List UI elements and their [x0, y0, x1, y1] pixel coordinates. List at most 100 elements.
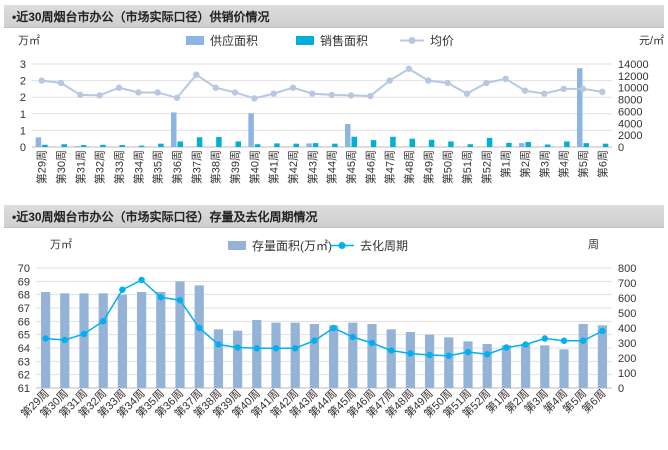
stock-bar [520, 344, 531, 388]
supply-bar [306, 143, 312, 147]
x-tick-label: 第40周 [247, 150, 261, 184]
cycle-point [42, 335, 49, 342]
y-tick-label: 69 [18, 276, 30, 288]
stock-bar [559, 349, 569, 388]
legend-label-supply: 供应面积 [210, 33, 258, 48]
y2-tick-label: 600 [618, 293, 636, 305]
price-point [173, 94, 181, 101]
sales-bar [486, 137, 493, 147]
sales-bar [409, 138, 415, 147]
y2-tick-label: 200 [618, 353, 636, 365]
sales-bar [100, 144, 106, 147]
x-tick-label: 第36周 [170, 150, 184, 184]
price-point [96, 92, 103, 99]
y2-tick-label: 14000 [618, 59, 649, 71]
price-point [57, 79, 65, 87]
stock-bar [348, 322, 358, 388]
y-tick-label: 67 [18, 303, 30, 315]
stock-cycle-chart: 6162636465666768697001002003004005006007… [18, 238, 637, 420]
x-tick-label: 第5周 [576, 150, 590, 178]
y-axis-unit: 万㎡ [50, 238, 72, 251]
cycle-point [599, 327, 606, 335]
price-point [444, 79, 451, 87]
supply-bar [577, 68, 583, 147]
price-point [560, 85, 567, 93]
price-point [38, 77, 45, 84]
cycle-point [272, 345, 280, 352]
sales-bar [61, 144, 67, 147]
supply-bar [74, 146, 80, 147]
sales-bar [80, 145, 87, 147]
sales-bar [583, 143, 589, 147]
stock-bar [386, 329, 396, 388]
x-tick-label: 第48周 [402, 150, 416, 184]
sales-bar [177, 141, 183, 147]
stock-bar [213, 329, 224, 388]
sales-bar [544, 144, 551, 147]
cycle-point [560, 337, 568, 344]
chart2-title: •近30周烟台市办公（市场实际口径）存量及去化周期情况 [12, 210, 318, 224]
cycle-point [426, 351, 433, 359]
sales-bar [351, 136, 357, 147]
supply-bar [35, 137, 42, 147]
x-tick-label: 第46周 [363, 150, 377, 184]
y-tick-label: 68 [18, 290, 30, 302]
stock-bar [156, 292, 166, 388]
y2-tick-label: 400 [618, 323, 636, 335]
legend-label-price: 均价 [430, 34, 454, 48]
x-tick-label: 第38周 [209, 150, 223, 184]
legend-label-cycle: 去化周期 [360, 239, 408, 253]
supply-bar [345, 124, 351, 147]
price-point [386, 77, 393, 84]
stock-bar [444, 337, 454, 388]
supply-bar [171, 112, 177, 147]
cycle-point [445, 352, 452, 359]
cycle-point [311, 337, 318, 344]
sales-bar [196, 137, 203, 147]
legend-label-sales: 销售面积 [320, 33, 368, 48]
x-tick-label: 第49周 [421, 150, 435, 184]
price-point [212, 84, 219, 91]
stock-bar [232, 330, 243, 388]
x-tick-label: 第30周 [54, 150, 68, 184]
chart1-title-bar: •近30周烟台市办公（市场实际口径）供销价情况 [4, 5, 664, 28]
sales-bar [448, 141, 454, 147]
y2-tick-label: 700 [618, 278, 636, 290]
y2-tick-label: 100 [618, 368, 636, 380]
legend-swatch-supply [186, 36, 204, 45]
sales-bar [42, 144, 48, 147]
price-point [425, 77, 432, 84]
y-tick-label: 2 [20, 76, 26, 88]
y2-axis-unit: 元/㎡ [639, 34, 664, 47]
price-point [231, 89, 239, 96]
cycle-point [253, 345, 260, 352]
cycle-point [196, 324, 203, 332]
stock-bar [405, 332, 416, 388]
sales-bar [428, 139, 435, 147]
legend-marker-cycle [338, 242, 346, 249]
supply-bar [519, 143, 525, 147]
stock-bar [175, 281, 185, 388]
chart2-title-bar: •近30周烟台市办公（市场实际口径）存量及去化周期情况 [4, 205, 664, 228]
x-tick-label: 第51周 [460, 150, 474, 184]
x-tick-label: 第42周 [286, 150, 300, 184]
price-point [270, 90, 277, 97]
x-tick-label: 第44周 [325, 150, 339, 184]
x-tick-label: 第4周 [557, 150, 571, 178]
x-tick-label: 第35周 [151, 150, 165, 184]
price-point [463, 90, 471, 97]
stock-bar [194, 285, 204, 388]
x-tick-label: 第50周 [441, 150, 455, 184]
legend-marker-price [408, 37, 416, 44]
cycle-point [388, 347, 395, 354]
y2-axis-unit: 周 [588, 238, 599, 251]
stock-bar [328, 325, 339, 388]
x-tick-label: 第1周 [499, 150, 513, 178]
stock-bar [482, 344, 492, 388]
y-axis-unit: 万㎡ [18, 34, 40, 47]
legend-swatch-stock [228, 241, 246, 250]
price-point [77, 91, 84, 99]
y2-tick-label: 8000 [618, 95, 642, 107]
cycle-point [61, 336, 68, 344]
sales-bar [467, 144, 473, 147]
